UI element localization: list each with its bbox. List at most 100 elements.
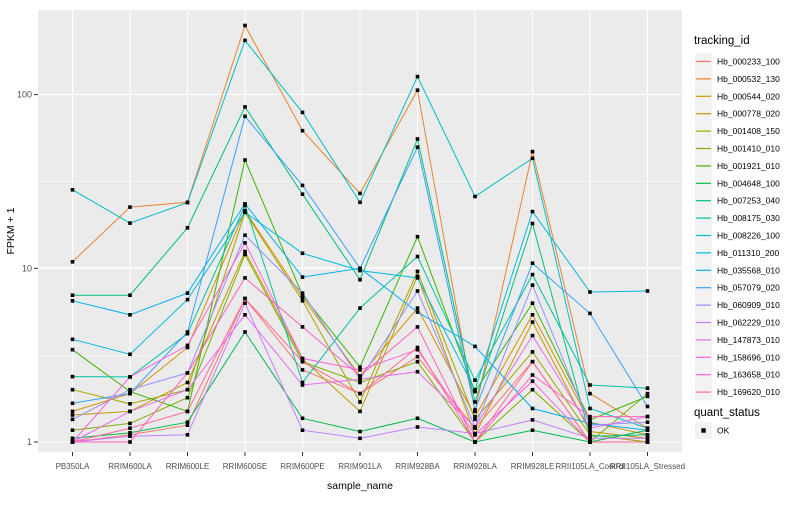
y-axis-title: FPKM + 1 (5, 207, 17, 254)
legend-entry: Hb_008226_100 (695, 227, 780, 244)
data-point (473, 194, 477, 199)
data-point (645, 420, 650, 424)
data-point (185, 395, 190, 400)
legend-entry: Hb_007253_040 (695, 192, 780, 210)
data-point (530, 333, 535, 338)
data-point (530, 359, 535, 364)
data-point (530, 301, 535, 305)
x-tick-label: RRIM600PE (280, 462, 324, 471)
data-point (243, 276, 247, 280)
data-point (185, 330, 190, 334)
data-point (300, 183, 305, 188)
data-point (645, 289, 650, 293)
data-point (185, 380, 190, 385)
legend-entry-label: Hb_000778_020 (717, 109, 780, 119)
data-point (243, 233, 247, 237)
data-point (415, 310, 420, 314)
data-point (70, 293, 75, 297)
data-point (70, 436, 75, 441)
data-point (70, 337, 75, 342)
data-point (530, 272, 535, 277)
data-point (128, 293, 132, 297)
data-point (300, 380, 305, 385)
legend-entry: Hb_057079_020 (695, 279, 780, 297)
data-point (300, 192, 305, 196)
data-point (70, 347, 75, 352)
data-point (530, 283, 535, 287)
data-point (243, 158, 247, 162)
data-point (70, 440, 75, 444)
data-point (415, 269, 420, 274)
data-point (243, 105, 247, 109)
legend-entry-label: Hb_057079_020 (717, 283, 780, 293)
data-point (70, 401, 75, 406)
data-point (415, 359, 420, 364)
data-point (530, 149, 535, 154)
data-point (70, 188, 75, 192)
data-point (588, 436, 592, 441)
data-point (185, 200, 190, 205)
data-point (358, 374, 362, 378)
data-point (415, 289, 420, 293)
data-point (415, 345, 420, 350)
legend-entry: Hb_000532_130 (695, 70, 780, 88)
data-point (415, 325, 420, 329)
legend-entry: Hb_147873_010 (695, 331, 780, 349)
data-point (645, 428, 650, 432)
data-point (243, 23, 247, 28)
data-point (243, 301, 247, 305)
data-point (588, 311, 592, 316)
data-point (243, 330, 247, 334)
x-axis-title: sample_name (327, 480, 393, 492)
legend-entry-label: Hb_007253_040 (717, 196, 780, 206)
data-point (473, 378, 477, 382)
data-point (358, 380, 362, 385)
x-tick-label: RRII105LA_Stressed (610, 462, 685, 471)
data-point (645, 414, 650, 419)
data-point (473, 387, 477, 392)
data-point (358, 266, 362, 271)
data-point (185, 371, 190, 375)
data-point (530, 156, 535, 161)
data-point (415, 276, 420, 280)
data-point (300, 299, 305, 303)
data-point (185, 423, 190, 427)
data-point (473, 433, 477, 437)
legend-entry-label: Hb_158696_010 (717, 352, 780, 362)
data-point (243, 296, 247, 301)
data-point (530, 418, 535, 422)
data-point (645, 436, 650, 441)
legend-entry: Hb_011310_200 (695, 244, 780, 262)
data-point (70, 409, 75, 414)
x-tick-label: RRIM600SE (223, 462, 267, 471)
data-point (128, 426, 132, 430)
legend-entry: Hb_000233_100 (695, 53, 780, 70)
data-point (70, 387, 75, 392)
legend-entry: Hb_008175_030 (695, 209, 780, 227)
data-point (128, 205, 132, 209)
data-point (473, 344, 477, 349)
data-point (300, 428, 305, 432)
legend-entry: Hb_158696_010 (695, 348, 780, 366)
legend-entry: Hb_169620_010 (695, 383, 780, 401)
legend-quant-status: OK (695, 422, 730, 439)
data-point (243, 114, 247, 119)
data-point (243, 202, 247, 206)
data-point (358, 200, 362, 205)
data-point (300, 356, 305, 361)
legend-entry-label: Hb_163658_010 (717, 370, 780, 380)
x-tick-label: RRIM928LA (453, 462, 497, 471)
data-point (645, 391, 650, 396)
legend-entry-label: Hb_000544_020 (717, 91, 780, 101)
data-point (300, 295, 305, 300)
data-point (358, 391, 362, 396)
data-point (300, 416, 305, 421)
data-point (530, 373, 535, 377)
data-point (358, 377, 362, 381)
data-point (588, 414, 592, 419)
data-point (415, 74, 420, 79)
data-point (645, 426, 650, 430)
y-tick-label: 100 (17, 90, 32, 100)
x-tick-label: RRII105LA_Control (555, 462, 625, 471)
legend-entry-label: Hb_000532_130 (717, 74, 780, 84)
